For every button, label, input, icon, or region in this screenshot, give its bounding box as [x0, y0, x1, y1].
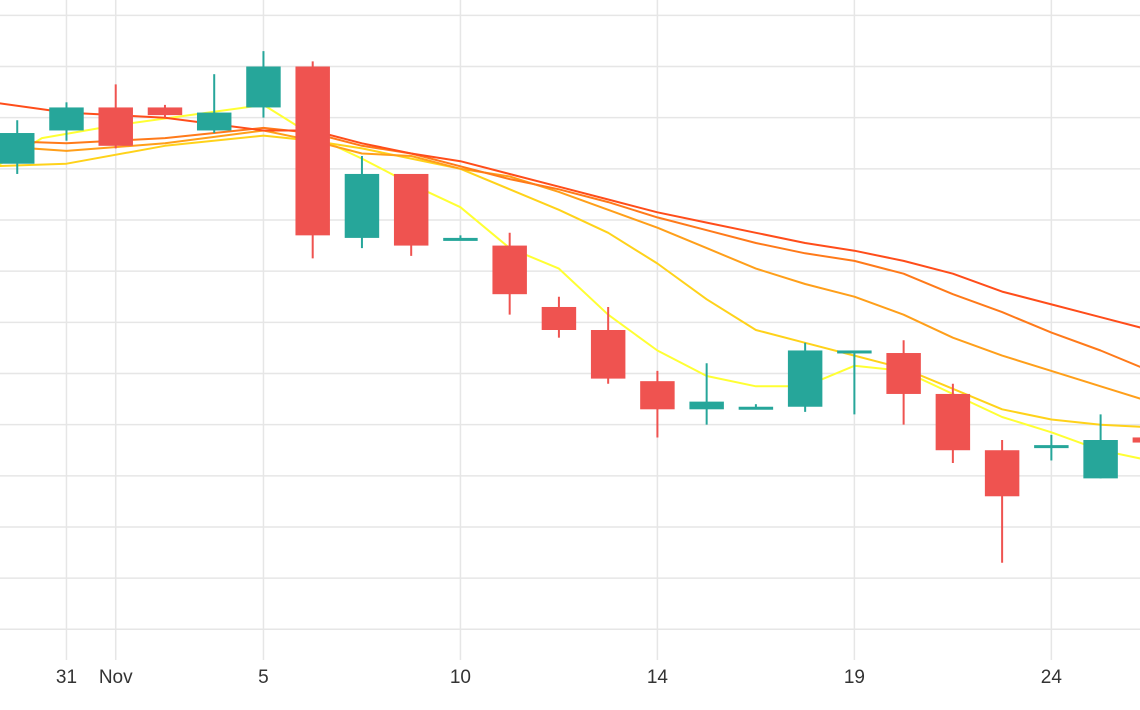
candle-body — [344, 173, 380, 238]
candle-body — [541, 306, 577, 330]
candle-53 — [1132, 437, 1140, 443]
candle-37 — [344, 156, 380, 249]
moving-average-line-2 — [0, 134, 1140, 428]
candle-46 — [787, 342, 823, 412]
candle-51 — [1034, 434, 1069, 461]
moving-average-lines — [0, 102, 1140, 460]
candle-body — [246, 66, 281, 108]
candle-35 — [246, 51, 281, 118]
candle-body — [935, 393, 971, 451]
candle-body — [837, 350, 872, 354]
x-tick-label: Nov — [99, 667, 133, 688]
candle-40 — [492, 232, 527, 315]
candle-body — [49, 107, 84, 131]
candle-body — [1132, 437, 1140, 443]
candle-body — [295, 66, 330, 236]
candle-33 — [147, 104, 183, 118]
candle-34 — [196, 74, 232, 134]
moving-average-line-3 — [0, 129, 1140, 400]
moving-average-line-5 — [0, 102, 1140, 329]
x-tick-label: 19 — [844, 667, 865, 688]
candle-32 — [98, 84, 133, 149]
candle-44 — [689, 363, 724, 425]
candle-43 — [640, 370, 675, 438]
grid — [0, 0, 1140, 660]
candle-body — [1083, 440, 1118, 479]
candle-42 — [590, 306, 626, 384]
x-tick-label: 10 — [450, 667, 471, 688]
moving-average-line-4 — [0, 126, 1140, 368]
candle-30 — [0, 120, 35, 174]
candle-50 — [984, 440, 1020, 563]
x-tick-label: 31 — [56, 667, 77, 688]
candle-36 — [295, 61, 330, 259]
candle-49 — [935, 383, 971, 464]
candle-body — [886, 353, 921, 394]
candle-48 — [886, 340, 921, 425]
candle-body — [492, 245, 527, 295]
x-tick-label: 5 — [258, 667, 269, 688]
x-tick-label: 14 — [647, 667, 669, 688]
candle-41 — [541, 296, 577, 338]
candle-body — [984, 450, 1020, 497]
candle-body — [1034, 445, 1069, 449]
candle-body — [147, 107, 183, 116]
candle-38 — [393, 173, 429, 256]
candles — [0, 51, 1140, 563]
candle-52 — [1083, 414, 1118, 479]
candle-body — [738, 406, 774, 410]
candle-body — [98, 107, 133, 146]
candle-body — [443, 237, 478, 241]
candle-body — [196, 112, 232, 131]
candle-body — [689, 401, 724, 410]
candle-body — [640, 381, 675, 410]
candle-body — [393, 173, 429, 246]
candle-45 — [738, 404, 774, 410]
candle-31 — [49, 102, 84, 141]
candle-body — [590, 330, 626, 379]
candle-47 — [837, 350, 872, 415]
x-tick-label: 24 — [1041, 667, 1063, 688]
candle-body — [0, 133, 35, 164]
candle-39 — [443, 235, 478, 241]
candle-body — [787, 350, 823, 407]
x-axis-ticks: 31 Nov 5 10 14 19 24 — [56, 667, 1062, 688]
